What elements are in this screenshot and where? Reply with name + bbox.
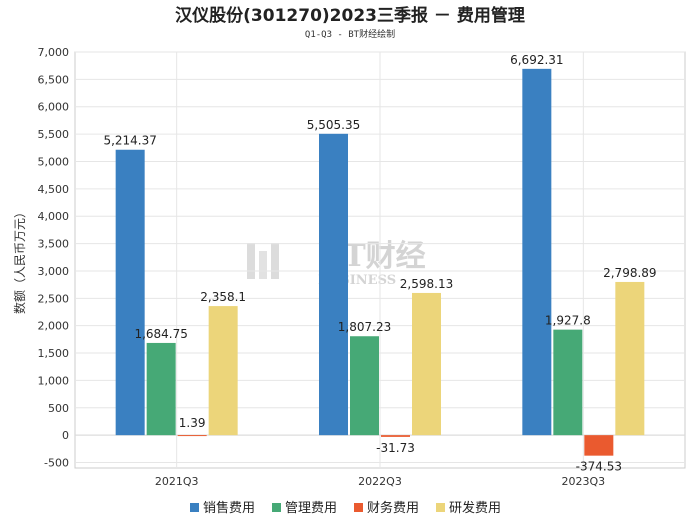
y-tick-label: 2,000 (38, 320, 70, 333)
y-tick-label: 5,500 (38, 128, 70, 141)
data-label: 1,684.75 (134, 327, 187, 341)
x-axis: 2021Q3 2022Q3 2023Q3 (155, 475, 605, 488)
data-label: 1,807.23 (338, 320, 391, 334)
y-tick-label: 500 (48, 402, 69, 415)
data-label: -31.73 (376, 441, 415, 455)
x-tick-label: 2021Q3 (155, 475, 199, 488)
chart-subtitle: Q1-Q3 - BT财经绘制 (305, 28, 395, 40)
watermark-logo-bar (271, 243, 279, 279)
data-label: 5,505.35 (307, 118, 360, 132)
legend-label: 研发费用 (449, 500, 501, 516)
bar (177, 435, 207, 437)
data-label: 6,692.31 (510, 53, 563, 67)
y-tick-label: -500 (44, 457, 69, 470)
data-label: 2,798.89 (603, 266, 656, 280)
bar (350, 336, 379, 436)
gridlines (74, 51, 686, 469)
data-label: 2,358.1 (200, 290, 246, 304)
y-tick-label: 3,000 (38, 265, 70, 278)
x-tick-label: 2022Q3 (358, 475, 402, 488)
legend-label: 管理费用 (285, 501, 337, 516)
y-axis-label: 数额（人民币万元） (12, 206, 27, 314)
y-tick-label: 7,000 (38, 46, 70, 59)
bar (412, 292, 441, 436)
chart-title: 汉仪股份(301270)2023三季报 － 费用管理 (175, 5, 525, 26)
data-label: 2,598.13 (400, 277, 453, 291)
data-label: 1.39 (179, 416, 206, 430)
bar (381, 435, 410, 437)
bars (115, 68, 645, 456)
data-label: 5,214.37 (103, 134, 156, 148)
y-tick-label: 3,500 (38, 238, 70, 251)
y-tick-label: 6,000 (38, 101, 70, 114)
y-tick-label: 6,500 (38, 73, 70, 86)
bar (319, 133, 348, 436)
bar (615, 281, 645, 436)
y-tick-label: 1,500 (38, 347, 70, 360)
y-tick-label: 4,000 (38, 210, 70, 223)
y-tick-label: 5,000 (38, 155, 70, 168)
bar (208, 306, 238, 436)
legend-swatch (272, 503, 281, 512)
y-axis: -500 0 500 1,000 1,500 2,000 2,500 3,000 3,500 4,… (38, 46, 70, 470)
x-tick-label: 2023Q3 (562, 475, 606, 488)
data-label: -374.53 (576, 460, 622, 474)
data-labels: 5,214.37 1,684.75 1.39 2,358.1 5,505.35 1,807… (103, 53, 656, 474)
bar (146, 342, 176, 436)
data-label: 1,927.8 (545, 314, 591, 328)
bar (584, 435, 614, 456)
legend-swatch (354, 503, 363, 512)
y-tick-label: 1,000 (38, 374, 70, 387)
bar (522, 68, 552, 436)
y-tick-label: 0 (62, 429, 69, 442)
bar (115, 149, 145, 436)
y-tick-label: 2,500 (38, 292, 70, 305)
legend-swatch (190, 503, 199, 512)
legend-label: 财务费用 (367, 500, 419, 516)
watermark-logo-bar (247, 243, 255, 279)
legend: 销售费用 管理费用 财务费用 研发费用 (190, 500, 501, 516)
watermark-logo-bar (259, 251, 267, 279)
legend-swatch (436, 503, 445, 512)
y-tick-label: 4,500 (38, 183, 70, 196)
legend-label: 销售费用 (203, 500, 255, 516)
bar (553, 329, 583, 436)
